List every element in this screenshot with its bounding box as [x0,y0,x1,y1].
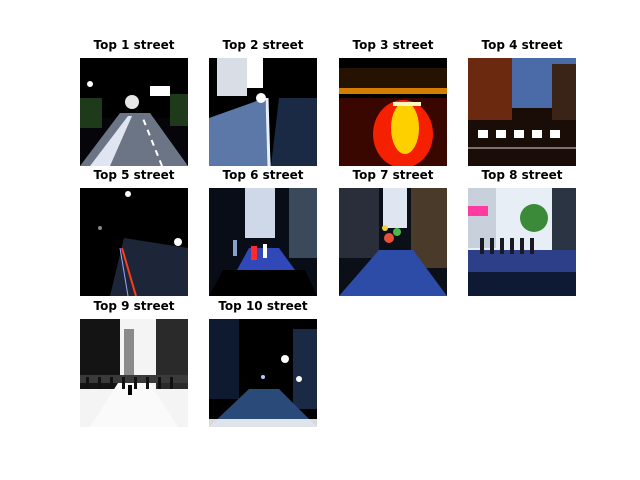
street-photo [80,58,188,166]
tile-title: Top 3 street [352,38,434,52]
tile-title: Top 7 street [352,168,434,182]
tile-title: Top 4 street [481,38,563,52]
tile-title: Top 2 street [222,38,304,52]
tile-title: Top 9 street [93,299,175,313]
street-photo [339,188,447,296]
street-photo [209,188,317,296]
street-photo [80,188,188,296]
street-photo [339,58,447,166]
tile-title: Top 6 street [222,168,304,182]
street-photo [80,319,188,427]
street-photo [209,319,317,427]
tile-title: Top 10 street [218,299,308,313]
tile-title: Top 8 street [481,168,563,182]
street-photo [468,188,576,296]
street-photo [209,58,317,166]
street-photo [468,58,576,166]
tile-title: Top 1 street [93,38,175,52]
tile-title: Top 5 street [93,168,175,182]
